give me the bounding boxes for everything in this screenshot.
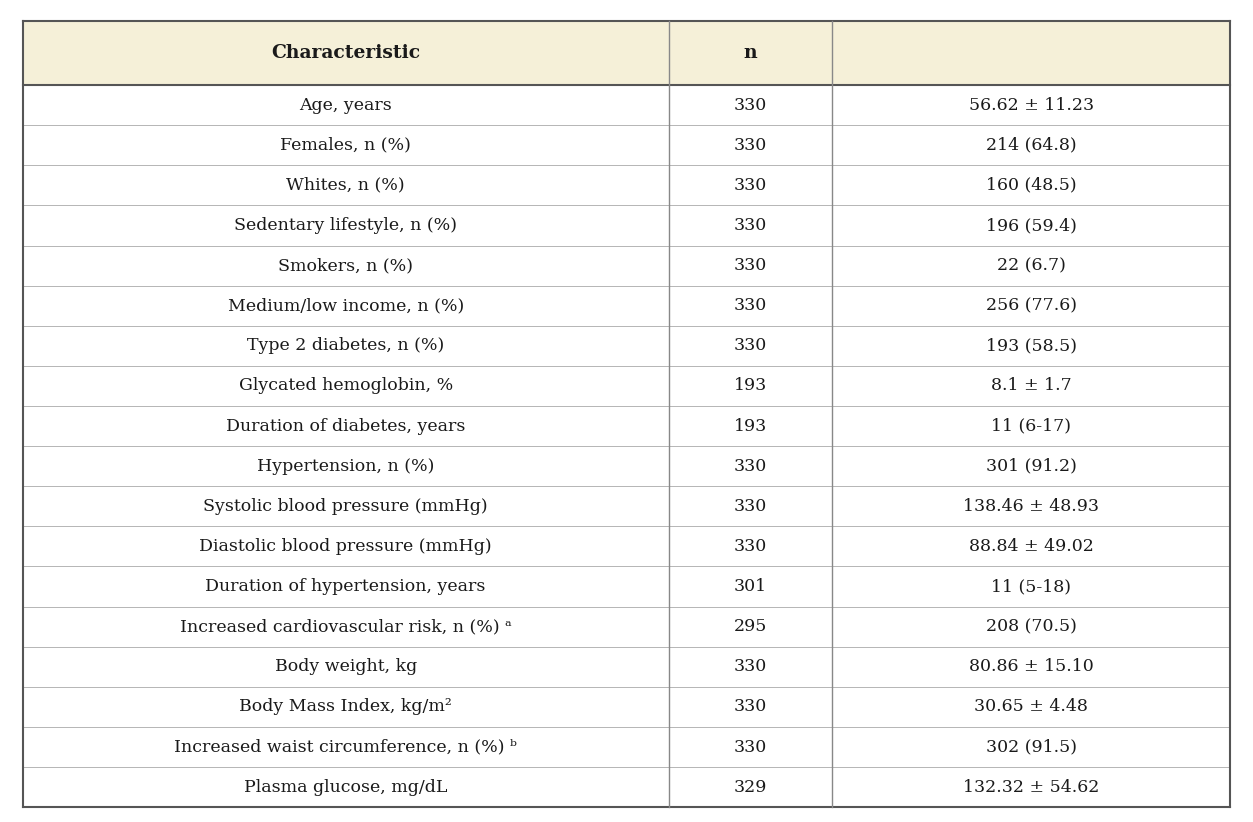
Text: 30.65 ± 4.48: 30.65 ± 4.48: [974, 699, 1088, 715]
Text: Plasma glucose, mg/dL: Plasma glucose, mg/dL: [244, 778, 447, 796]
Text: 295: 295: [733, 618, 767, 635]
Text: Type 2 diabetes, n (%): Type 2 diabetes, n (%): [247, 337, 445, 354]
Text: Characteristic: Characteristic: [271, 44, 420, 62]
Text: n: n: [743, 44, 757, 62]
Text: 193: 193: [734, 377, 767, 395]
Bar: [23, 647, 1230, 687]
Text: 330: 330: [734, 738, 767, 755]
Bar: [23, 286, 1230, 326]
Text: Hypertension, n (%): Hypertension, n (%): [257, 458, 435, 474]
Text: 330: 330: [734, 458, 767, 474]
Bar: [23, 125, 1230, 165]
Text: 330: 330: [734, 217, 767, 234]
Text: 330: 330: [734, 97, 767, 113]
Bar: [23, 446, 1230, 487]
Bar: [23, 206, 1230, 246]
Text: 214 (64.8): 214 (64.8): [986, 136, 1076, 154]
Text: 11 (6-17): 11 (6-17): [991, 418, 1071, 435]
Text: 193 (58.5): 193 (58.5): [986, 337, 1076, 354]
Bar: [23, 487, 1230, 526]
Text: Systolic blood pressure (mmHg): Systolic blood pressure (mmHg): [203, 498, 487, 515]
Text: 330: 330: [734, 177, 767, 194]
Text: Duration of diabetes, years: Duration of diabetes, years: [226, 418, 465, 435]
Text: 88.84 ± 49.02: 88.84 ± 49.02: [969, 538, 1094, 555]
Bar: [23, 165, 1230, 206]
Text: 330: 330: [734, 257, 767, 274]
Text: 330: 330: [734, 658, 767, 676]
Text: Whites, n (%): Whites, n (%): [287, 177, 405, 194]
Bar: [23, 767, 1230, 807]
Text: Smokers, n (%): Smokers, n (%): [278, 257, 413, 274]
Text: 330: 330: [734, 699, 767, 715]
Text: 8.1 ± 1.7: 8.1 ± 1.7: [991, 377, 1071, 395]
Bar: [23, 85, 1230, 125]
Text: 330: 330: [734, 298, 767, 314]
Bar: [23, 687, 1230, 727]
Bar: [23, 21, 1230, 85]
Bar: [23, 246, 1230, 286]
Text: 302 (91.5): 302 (91.5): [986, 738, 1076, 755]
Text: 196 (59.4): 196 (59.4): [986, 217, 1076, 234]
Text: Body Mass Index, kg/m²: Body Mass Index, kg/m²: [239, 699, 452, 715]
Text: 301: 301: [734, 578, 767, 595]
Text: 193: 193: [734, 418, 767, 435]
Text: 22 (6.7): 22 (6.7): [996, 257, 1065, 274]
Bar: [23, 406, 1230, 446]
Bar: [23, 566, 1230, 607]
Bar: [23, 366, 1230, 406]
Text: 56.62 ± 11.23: 56.62 ± 11.23: [969, 97, 1094, 113]
Text: 256 (77.6): 256 (77.6): [986, 298, 1076, 314]
Text: 208 (70.5): 208 (70.5): [986, 618, 1076, 635]
Text: 160 (48.5): 160 (48.5): [986, 177, 1076, 194]
Text: Increased cardiovascular risk, n (%) ᵃ: Increased cardiovascular risk, n (%) ᵃ: [179, 618, 511, 635]
Text: 330: 330: [734, 498, 767, 515]
Text: 330: 330: [734, 538, 767, 555]
Text: Increased waist circumference, n (%) ᵇ: Increased waist circumference, n (%) ᵇ: [174, 738, 517, 755]
Text: Body weight, kg: Body weight, kg: [274, 658, 417, 676]
Text: 330: 330: [734, 136, 767, 154]
Bar: [23, 727, 1230, 767]
Bar: [23, 526, 1230, 566]
Text: Diastolic blood pressure (mmHg): Diastolic blood pressure (mmHg): [199, 538, 492, 555]
Text: Females, n (%): Females, n (%): [281, 136, 411, 154]
Text: Duration of hypertension, years: Duration of hypertension, years: [205, 578, 486, 595]
Text: 11 (5-18): 11 (5-18): [991, 578, 1071, 595]
Text: 330: 330: [734, 337, 767, 354]
Text: Sedentary lifestyle, n (%): Sedentary lifestyle, n (%): [234, 217, 457, 234]
Bar: [23, 326, 1230, 366]
Text: Medium/low income, n (%): Medium/low income, n (%): [228, 298, 464, 314]
Text: 301 (91.2): 301 (91.2): [986, 458, 1076, 474]
Bar: [23, 607, 1230, 647]
Text: 329: 329: [733, 778, 767, 796]
Text: 132.32 ± 54.62: 132.32 ± 54.62: [964, 778, 1099, 796]
Text: Age, years: Age, years: [299, 97, 392, 113]
Text: Glycated hemoglobin, %: Glycated hemoglobin, %: [238, 377, 452, 395]
Text: 80.86 ± 15.10: 80.86 ± 15.10: [969, 658, 1094, 676]
Text: 138.46 ± 48.93: 138.46 ± 48.93: [964, 498, 1099, 515]
